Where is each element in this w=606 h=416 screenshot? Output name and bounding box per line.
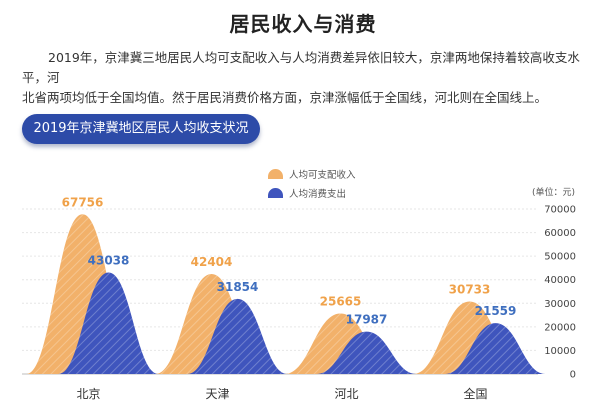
y-tick-label: 50000 — [544, 252, 576, 263]
y-tick-label: 30000 — [544, 299, 576, 310]
category-label: 河北 — [334, 387, 358, 401]
y-tick-label: 0 — [570, 370, 576, 381]
y-tick-label: 70000 — [544, 205, 576, 216]
legend-swatch-expenditure — [268, 188, 283, 198]
expenditure-value-label: 17987 — [346, 313, 388, 327]
legend-label-income: 人均可支配收入 — [289, 170, 356, 181]
page-title: 居民收入与消费 — [229, 12, 377, 36]
label-layer: 67756 43038 北京 42404 31854 天津 25665 17987 河北 3073… — [62, 195, 517, 401]
income-value-label: 67756 — [62, 195, 104, 209]
income-value-label: 30733 — [449, 283, 491, 297]
y-tick-label: 20000 — [544, 322, 576, 333]
shape-layer — [26, 214, 546, 374]
income-value-label: 25665 — [320, 295, 362, 309]
expenditure-value-label: 43038 — [88, 254, 130, 268]
chart-legend: 人均可支配收入 人均消费支出 — [268, 166, 356, 204]
legend-swatch-income — [268, 169, 283, 179]
section-title-pill: 2019年京津冀地区居民人均收支状况 — [22, 114, 260, 144]
legend-label-expenditure: 人均消费支出 — [289, 189, 347, 200]
unit-note: (单位：元) — [532, 188, 576, 198]
category-label: 天津 — [205, 387, 229, 401]
intro-line-1: 2019年，京津冀三地居民人均可支配收入与人均消费差异依旧较大，京津两地保持着较… — [22, 50, 580, 85]
intro-paragraph: 2019年，京津冀三地居民人均可支配收入与人均消费差异依旧较大，京津两地保持着较… — [22, 48, 588, 108]
legend-item-income: 人均可支配收入 — [268, 166, 356, 182]
category-label: 全国 — [463, 386, 487, 401]
income-value-label: 42404 — [191, 255, 233, 269]
intro-line-2: 北省两项均低于全国均值。然于居民消费价格方面，京津涨幅低于全国线，河北则在全国线… — [22, 90, 548, 105]
y-tick-label: 10000 — [544, 346, 576, 357]
expenditure-hump-hatch — [58, 272, 159, 374]
y-tick-label: 60000 — [544, 228, 576, 239]
expenditure-value-label: 31854 — [217, 280, 259, 294]
category-label: 北京 — [76, 387, 100, 401]
expenditure-hump-hatch — [316, 331, 417, 374]
expenditure-hump-hatch — [187, 298, 288, 374]
expenditure-value-label: 21559 — [475, 304, 517, 318]
expenditure-hump-hatch — [445, 323, 546, 374]
legend-item-expenditure: 人均消费支出 — [268, 185, 356, 201]
y-tick-label: 40000 — [544, 275, 576, 286]
